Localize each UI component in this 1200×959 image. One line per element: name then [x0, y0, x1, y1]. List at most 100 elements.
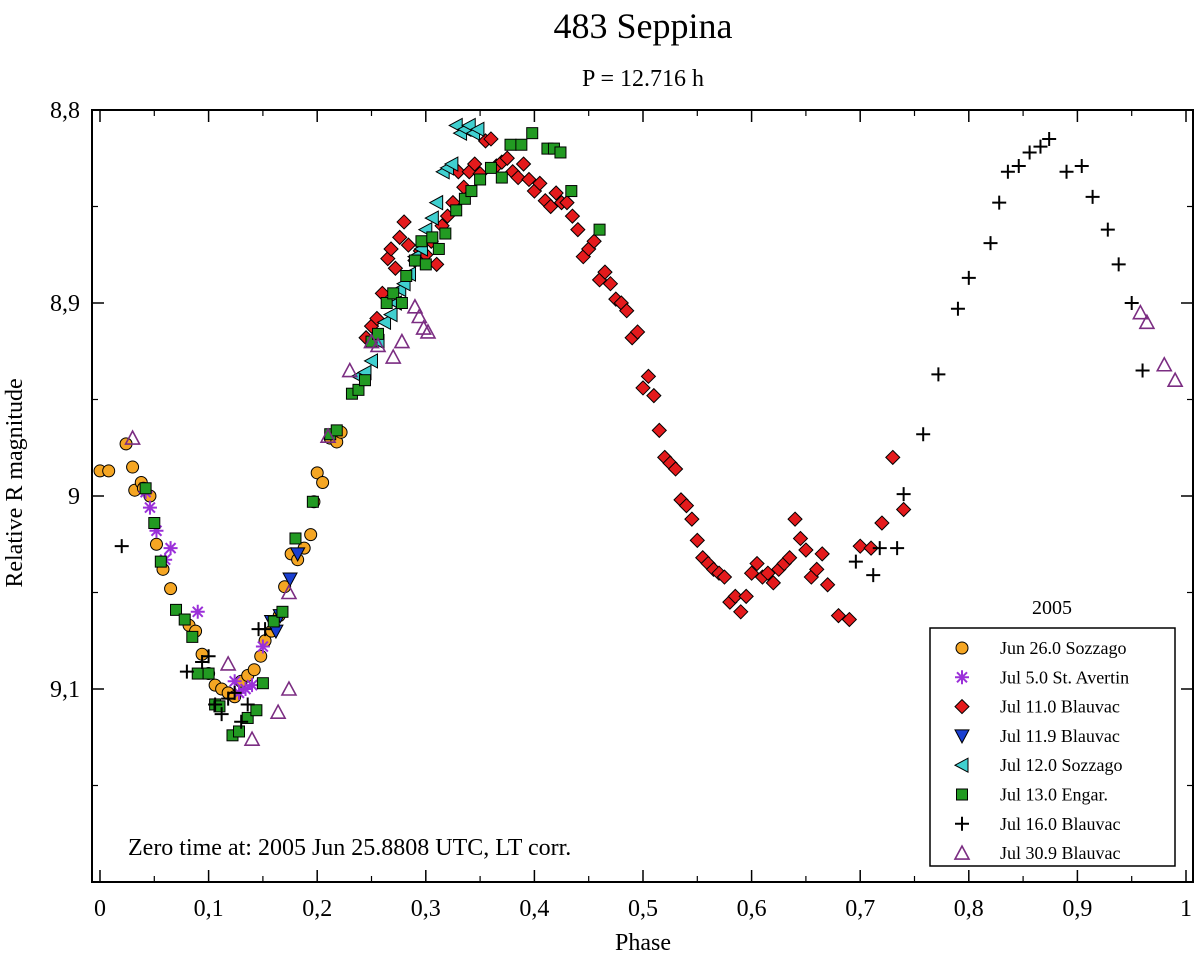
- legend-marker: [953, 757, 969, 774]
- data-point: [992, 195, 1007, 210]
- legend: Jun 26.0 Sozzago Jul 5.0 St. Avertin Jul 1…: [953, 638, 1129, 863]
- data-point: [178, 613, 191, 626]
- legend-label: Jul 12.0 Sozzago: [1000, 755, 1122, 775]
- data-point: [1138, 313, 1156, 330]
- data-point: [586, 233, 602, 249]
- data-point: [809, 561, 825, 578]
- legend-box: [929, 627, 1176, 867]
- data-point: [238, 682, 253, 696]
- data-point: [872, 541, 887, 556]
- y-tick-label: 8,9: [50, 291, 80, 317]
- data-point: [564, 208, 581, 224]
- data-point: [380, 297, 393, 309]
- data-point: [126, 460, 140, 474]
- data-point: [258, 622, 273, 637]
- data-point: [961, 270, 976, 285]
- data-point: [276, 605, 289, 618]
- data-point: [387, 287, 400, 300]
- data-point: [191, 667, 204, 680]
- data-point: [651, 422, 667, 439]
- x-tick-label: 0,3: [411, 896, 441, 922]
- data-point: [716, 569, 733, 585]
- data-point: [510, 169, 526, 186]
- series-jul-16-0-blauvac: [114, 131, 1150, 729]
- y-axis: 8,8 8,9 9 9,1: [50, 98, 1193, 787]
- data-point: [1059, 164, 1074, 179]
- x-tick-label: 0,9: [1062, 896, 1092, 922]
- data-point: [439, 227, 452, 240]
- data-point: [102, 464, 116, 478]
- data-point: [760, 565, 776, 581]
- data-point: [689, 532, 706, 549]
- data-point: [814, 546, 830, 562]
- data-point: [424, 210, 439, 226]
- data-point: [983, 236, 998, 251]
- data-point: [419, 258, 432, 271]
- data-point: [214, 707, 229, 722]
- data-point: [213, 700, 226, 713]
- data-point: [474, 173, 487, 186]
- data-point: [743, 565, 760, 581]
- data-point: [684, 511, 700, 527]
- data-point: [395, 297, 408, 309]
- data-point: [190, 604, 205, 619]
- data-point: [602, 275, 619, 292]
- data-point: [526, 127, 539, 140]
- data-point: [142, 500, 157, 515]
- data-point: [640, 368, 657, 385]
- data-point: [792, 530, 809, 547]
- data-point: [282, 572, 298, 588]
- data-point: [256, 677, 269, 690]
- data-point: [208, 697, 223, 712]
- data-point: [1033, 139, 1048, 154]
- data-point: [221, 691, 236, 706]
- data-point: [495, 171, 508, 184]
- data-point: [559, 194, 575, 211]
- data-point: [240, 697, 255, 712]
- data-point: [1166, 371, 1184, 388]
- legend-label: Jul 16.0 Blauvac: [1000, 814, 1120, 834]
- data-point: [885, 449, 901, 466]
- data-point: [597, 264, 613, 280]
- data-point: [241, 711, 254, 724]
- data-point: [254, 649, 268, 663]
- data-point: [1085, 189, 1100, 204]
- data-point: [629, 324, 646, 340]
- data-point: [1124, 296, 1139, 310]
- data-point: [428, 194, 444, 211]
- data-point: [787, 511, 803, 527]
- data-point: [163, 541, 178, 556]
- data-point: [1011, 158, 1026, 173]
- data-point: [408, 254, 421, 267]
- data-point: [245, 678, 260, 693]
- data-point: [738, 588, 754, 605]
- data-point: [406, 298, 424, 314]
- data-point: [1155, 356, 1173, 372]
- data-point: [124, 429, 141, 445]
- data-point: [466, 156, 483, 172]
- y-tick-label: 9,1: [50, 677, 80, 703]
- data-point: [114, 539, 129, 554]
- data-point: [382, 306, 398, 323]
- data-point: [554, 146, 567, 159]
- data-point: [139, 482, 152, 495]
- data-point: [646, 387, 662, 404]
- x-tick-label: 0,2: [302, 896, 332, 922]
- data-point: [667, 461, 684, 477]
- y-axis-label: Relative R magnitude: [2, 378, 28, 587]
- data-point: [428, 256, 445, 273]
- data-point: [484, 161, 497, 174]
- data-point: [1100, 222, 1115, 237]
- data-point: [931, 367, 946, 382]
- legend-title: 2005: [1032, 597, 1072, 619]
- data-point: [363, 353, 378, 369]
- data-point: [319, 427, 337, 443]
- data-point: [542, 198, 559, 215]
- legend-marker: [955, 670, 969, 685]
- data-point: [179, 664, 194, 679]
- data-point: [874, 515, 890, 531]
- data-point: [149, 537, 163, 551]
- data-point: [765, 575, 782, 591]
- series-jul-13-0-engar-: [139, 127, 606, 742]
